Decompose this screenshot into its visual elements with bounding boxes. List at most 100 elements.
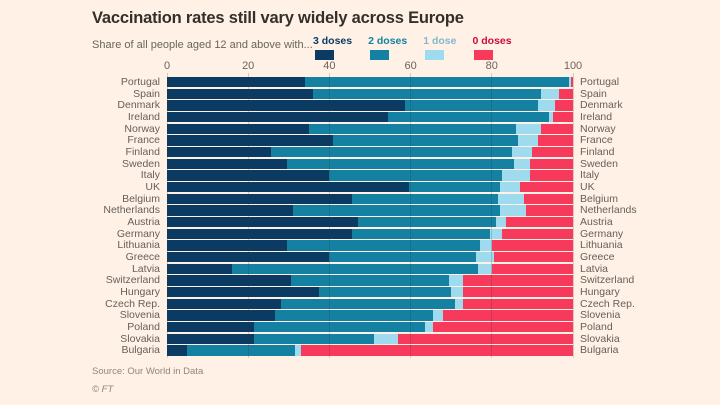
bar-row-Hungary: [167, 286, 573, 298]
bar-segment-3-doses: [167, 123, 310, 134]
legend-label: 2 doses: [368, 35, 408, 47]
bar-segment-2-doses: [274, 310, 433, 321]
bar-segment-3-doses: [167, 146, 271, 158]
bar-segment-3-doses: [167, 216, 358, 228]
bar-segment-2-doses: [329, 251, 476, 263]
bar-segment-1-dose: [568, 77, 571, 88]
axis-tick-label: 80: [485, 60, 498, 72]
country-label: Denmark: [580, 99, 623, 112]
country-label: France: [580, 134, 613, 147]
bar-segment-3-doses: [167, 193, 352, 204]
chart-title: Vaccination rates still vary widely acro…: [92, 9, 464, 27]
country-label: Sweden: [122, 157, 160, 170]
axis-tick-label: 100: [563, 60, 583, 72]
axis-tick-label: 20: [242, 60, 255, 72]
bar-segment-0-doses: [491, 263, 573, 274]
bar-segment-2-doses: [286, 240, 480, 251]
country-label: Greece: [125, 250, 160, 263]
legend-item-3-doses: 3 doses: [313, 35, 352, 60]
bar-segment-0-doses: [520, 181, 573, 193]
country-label: Norway: [580, 122, 616, 135]
country-label: Ireland: [127, 110, 160, 123]
country-label: Czech Rep.: [105, 297, 160, 310]
country-label: Spain: [133, 87, 160, 100]
bar-row-Lithuania: [167, 240, 573, 251]
bar-segment-3-doses: [167, 286, 320, 298]
country-label: Finland: [580, 145, 615, 158]
bar-segment-0-doses: [501, 228, 573, 239]
bar-segment-1-dose: [479, 240, 492, 251]
country-label: Hungary: [580, 285, 620, 298]
bar-segment-2-doses: [313, 88, 541, 99]
bar-row-Poland: [167, 321, 573, 333]
country-label: Poland: [127, 320, 160, 333]
bar-segment-0-doses: [552, 111, 573, 123]
country-label: Belgium: [122, 192, 160, 205]
bar-segment-1-dose: [497, 193, 525, 204]
country-label: Lithuania: [117, 239, 160, 252]
bar-segment-0-doses: [505, 216, 573, 228]
bar-segment-1-dose: [455, 298, 464, 309]
bar-segment-3-doses: [167, 88, 314, 99]
legend-swatch: [474, 50, 494, 60]
bar-segment-3-doses: [167, 275, 291, 286]
country-label: Bulgaria: [121, 344, 160, 357]
country-label: Bulgaria: [580, 344, 619, 357]
bar-row-Slovakia: [167, 333, 573, 344]
bar-segment-3-doses: [167, 333, 255, 344]
legend-swatch: [425, 50, 445, 60]
bar-segment-3-doses: [167, 240, 287, 251]
bar-segment-1-dose: [501, 170, 531, 181]
bar-row-Finland: [167, 146, 573, 158]
bar-row-Greece: [167, 251, 573, 263]
bar-segment-1-dose: [294, 345, 301, 356]
bar-segment-0-doses: [530, 158, 573, 169]
bar-segment-2-doses: [231, 263, 478, 274]
x-axis: 0 20 40 60 80 100: [164, 60, 582, 72]
bar-segment-0-doses: [532, 146, 573, 158]
country-label: Lithuania: [580, 239, 623, 252]
country-label: Switzerland: [105, 274, 160, 287]
country-label: France: [127, 134, 160, 147]
country-label: Ireland: [580, 110, 613, 123]
bar-segment-2-doses: [309, 123, 517, 134]
bar-segment-1-dose: [499, 205, 527, 216]
axis-tick-label: 60: [404, 60, 417, 72]
bar-segment-1-dose: [516, 123, 541, 134]
axis-tick-label: 40: [323, 60, 336, 72]
bar-segment-3-doses: [167, 263, 232, 274]
country-label: Latvia: [580, 262, 609, 275]
bar-segment-3-doses: [167, 251, 330, 263]
bar-segment-2-doses: [319, 286, 452, 298]
country-label: Netherlands: [580, 204, 637, 217]
legend-item-2-doses: 2 doses: [368, 35, 407, 60]
bar-row-Slovenia: [167, 310, 573, 321]
bar-segment-3-doses: [167, 345, 188, 356]
bar-segment-3-doses: [167, 77, 306, 88]
bar-segment-0-doses: [538, 135, 573, 146]
bar-segment-3-doses: [167, 228, 352, 239]
bar-segment-1-dose: [449, 275, 464, 286]
country-label: Portugal: [580, 76, 620, 88]
bar-segment-0-doses: [526, 205, 573, 216]
legend-item-1-dose: 1 dose: [423, 35, 456, 60]
bar-segment-2-doses: [280, 298, 456, 309]
bar-segment-1-dose: [540, 88, 559, 99]
bar-segment-1-dose: [374, 333, 399, 344]
bar-segment-3-doses: [167, 111, 389, 123]
bar-segment-0-doses: [398, 333, 573, 344]
country-label: Poland: [580, 320, 613, 333]
bar-row-Austria: [167, 216, 573, 228]
bar-segment-2-doses: [357, 216, 496, 228]
bar-segment-1-dose: [424, 321, 433, 333]
bar-segment-0-doses: [443, 310, 573, 321]
bar-segment-1-dose: [538, 100, 555, 111]
bar-segment-1-dose: [518, 135, 539, 146]
bar-segment-2-doses: [333, 135, 519, 146]
bar-segment-0-doses: [491, 240, 573, 251]
bar-segment-1-dose: [548, 111, 553, 123]
chart-subtitle: Share of all people aged 12 and above wi…: [92, 39, 313, 51]
source-note: Source: Our World in Data: [92, 366, 204, 377]
bar-segment-0-doses: [570, 77, 573, 88]
bar-segment-2-doses: [290, 275, 450, 286]
